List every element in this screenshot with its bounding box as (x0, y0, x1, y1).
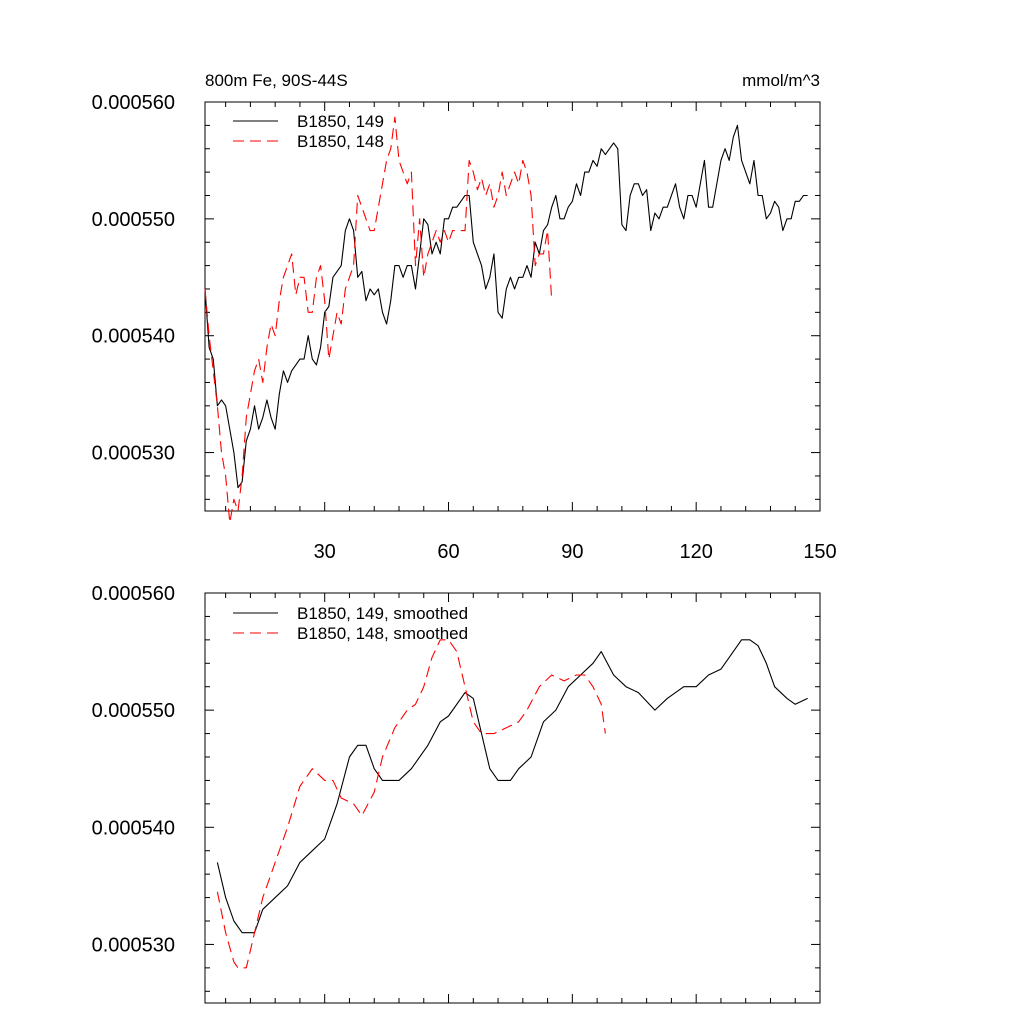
legend-label: B1850, 149, smoothed (297, 604, 468, 623)
y-tick-label: 0.000540 (92, 817, 175, 839)
panel-title-left: 800m Fe, 90S-44S (205, 71, 348, 90)
tick-group: 0.000530 0.000540 0.000550 0.000560 (92, 583, 821, 1003)
legend-label: B1850, 148, smoothed (297, 624, 468, 643)
y-tick-label: 0.000560 (92, 583, 175, 605)
series-line-1 (204, 116, 553, 524)
top-panel: 800m Fe, 90S-44S mmol/m^3 0.0005300.0005… (92, 71, 837, 563)
series-line-0 (216, 639, 808, 934)
series-line-0 (204, 124, 808, 489)
x-tick-label: 150 (803, 541, 836, 563)
x-tick-label: 90 (561, 541, 583, 563)
plot-frame (204, 101, 821, 512)
x-tick-label: 120 (679, 541, 712, 563)
plot-frame (204, 592, 821, 1004)
x-tick-label: 30 (314, 541, 336, 563)
bottom-panel: 0.000530 0.000540 0.000550 0.000560 B1850, … (92, 583, 821, 1004)
y-tick-label: 0.000530 (92, 934, 175, 956)
x-tick-label: 60 (437, 541, 459, 563)
y-tick-label: 0.000540 (92, 326, 175, 348)
panel-title-right: mmol/m^3 (742, 71, 820, 90)
y-tick-label: 0.000550 (92, 700, 175, 722)
y-tick-label: 0.000530 (92, 443, 175, 465)
legend-label: B1850, 149 (297, 112, 384, 131)
series-group (204, 116, 808, 524)
series-line-1 (216, 639, 606, 969)
legend-label: B1850, 148 (297, 132, 384, 151)
y-tick-label: 0.000550 (92, 209, 175, 231)
tick-group: 0.000530 0.000540 0.000550 0.000560 30 60 90 12… (92, 92, 837, 563)
y-tick-label: 0.000560 (92, 92, 175, 114)
series-group (216, 639, 808, 969)
